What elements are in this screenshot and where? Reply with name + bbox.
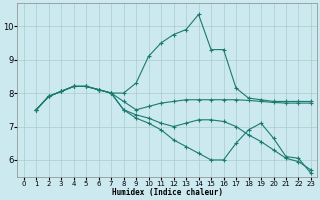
X-axis label: Humidex (Indice chaleur): Humidex (Indice chaleur) <box>112 188 223 197</box>
